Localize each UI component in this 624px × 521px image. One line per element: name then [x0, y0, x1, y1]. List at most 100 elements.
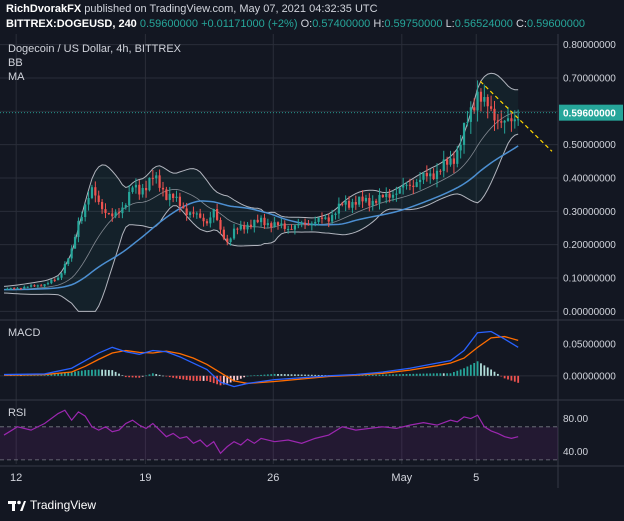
macd-histogram-bar	[33, 375, 36, 376]
macd-histogram-bar	[222, 375, 225, 385]
candle-body	[114, 212, 117, 217]
brand-name[interactable]: TradingView	[30, 498, 97, 512]
rsi-band	[0, 426, 558, 460]
macd-histogram-bar	[392, 374, 394, 376]
macd-histogram-bar	[77, 371, 80, 376]
candle-body	[259, 217, 263, 223]
indicator-label: BB	[8, 57, 23, 69]
candle-body	[422, 172, 425, 180]
bollinger-lower-line	[3, 133, 519, 312]
macd-histogram-bar	[236, 375, 239, 381]
macd-histogram-bar	[419, 373, 421, 376]
candle-body	[87, 198, 90, 205]
candle-body	[134, 184, 138, 188]
macd-histogram-bar	[226, 375, 229, 384]
candle-body	[331, 215, 334, 222]
macd-histogram-bar	[388, 374, 391, 376]
candle-body	[249, 224, 253, 228]
candle-body	[300, 222, 303, 224]
macd-histogram-bar	[321, 375, 323, 376]
macd-histogram-bar	[179, 375, 181, 379]
candle-body	[303, 222, 307, 225]
macd-histogram-bar	[53, 374, 56, 376]
candle-body	[314, 221, 317, 224]
candle-body	[13, 288, 16, 290]
macd-histogram-bar	[250, 375, 252, 377]
macd-histogram-bar	[365, 374, 367, 376]
macd-histogram-bar	[80, 370, 83, 376]
candle-body	[402, 185, 405, 188]
candle-body	[128, 191, 131, 206]
macd-histogram-bar	[307, 374, 310, 376]
candle-body	[351, 202, 354, 208]
candle-body	[280, 223, 283, 226]
candle-body	[6, 288, 9, 290]
macd-histogram-bar	[480, 363, 482, 376]
macd-histogram-bar	[209, 375, 212, 383]
candle-body	[324, 217, 327, 219]
macd-histogram-bar	[253, 375, 256, 376]
macd-histogram-bar	[172, 375, 175, 378]
rsi-y-tick-label: 80.00	[563, 414, 588, 425]
candle-body	[273, 222, 276, 228]
macd-histogram-bar	[517, 375, 520, 383]
candle-body	[459, 144, 462, 151]
candle-body	[29, 285, 33, 287]
candle-body	[310, 223, 313, 226]
macd-histogram-bar	[94, 369, 97, 376]
macd-histogram-bar	[412, 373, 415, 376]
macd-histogram-bar	[486, 367, 489, 376]
macd-histogram-bar	[493, 371, 496, 376]
macd-histogram-bar	[381, 374, 384, 376]
indicator-label: MA	[8, 71, 25, 83]
candle-body	[185, 208, 188, 216]
candle-body	[263, 217, 266, 226]
macd-histogram-bar	[409, 373, 411, 376]
macd-histogram-bar	[277, 374, 279, 376]
macd-histogram-bar	[300, 374, 303, 376]
macd-histogram-bar	[185, 375, 188, 380]
macd-histogram-bar	[189, 375, 191, 381]
candle-body	[253, 219, 256, 228]
macd-histogram-bar	[446, 373, 449, 376]
macd-histogram-bar	[84, 370, 87, 376]
candle-body	[182, 206, 185, 209]
macd-title: MACD	[8, 327, 40, 339]
rsi-title: RSI	[8, 407, 26, 419]
x-tick-label: 12	[10, 472, 22, 484]
macd-histogram-bar	[26, 375, 29, 376]
candle-body	[446, 159, 449, 165]
price-y-tick-label: 0.30000000	[563, 207, 616, 218]
macd-histogram-bar	[273, 373, 276, 376]
symbol-label[interactable]: BITTREX:DOGEUSD, 240	[6, 18, 137, 30]
author-name[interactable]: RichDvorakFX	[6, 3, 82, 15]
macd-histogram-bar	[165, 375, 168, 377]
macd-histogram-bar	[168, 375, 171, 378]
close-label: C:	[515, 18, 527, 30]
candle-body	[178, 196, 182, 207]
chart-area[interactable]: 0.800000000.700000000.600000000.50000000…	[0, 34, 624, 488]
macd-histogram-bar	[145, 375, 147, 377]
macd-histogram	[6, 361, 520, 386]
candle-body	[510, 118, 513, 122]
macd-histogram-bar	[507, 375, 509, 380]
candle-body	[344, 200, 347, 205]
macd-histogram-bar	[500, 375, 503, 377]
macd-histogram-bar	[114, 371, 117, 376]
candle-body	[371, 200, 374, 206]
high-label: H:	[373, 18, 385, 30]
macd-histogram-bar	[256, 375, 259, 376]
macd-histogram-bar	[124, 375, 127, 378]
macd-histogram-bar	[432, 373, 435, 376]
macd-histogram-bar	[155, 374, 158, 376]
candle-body	[506, 118, 510, 121]
candle-body	[151, 177, 154, 179]
candle-body	[33, 285, 36, 287]
bollinger-upper-line	[3, 72, 519, 287]
candle-body	[216, 208, 219, 220]
candle-body	[77, 220, 80, 237]
candle-body	[503, 120, 506, 123]
macd-histogram-bar	[239, 375, 242, 379]
ohlc-line: BITTREX:DOGEUSD, 240 0.59600000 +0.01171…	[6, 18, 585, 30]
tradingview-logo-icon[interactable]	[8, 498, 26, 512]
